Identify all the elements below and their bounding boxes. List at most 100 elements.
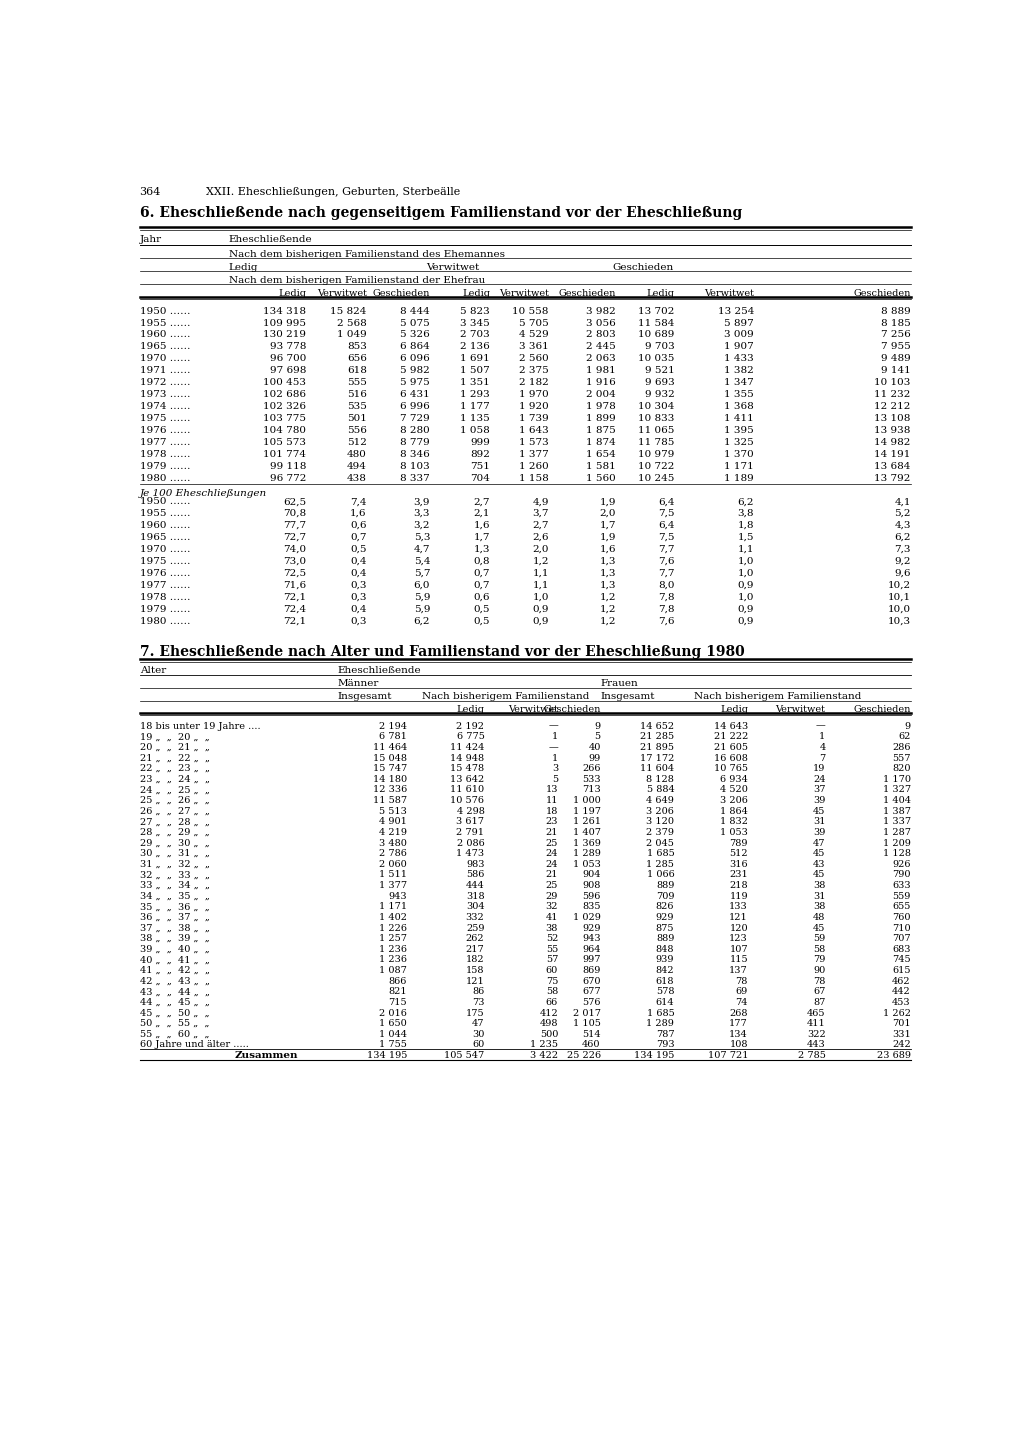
Text: 656: 656: [347, 354, 367, 363]
Text: 7,4: 7,4: [350, 497, 367, 506]
Text: 6 096: 6 096: [400, 354, 430, 363]
Text: 8,0: 8,0: [657, 581, 675, 590]
Text: 7,5: 7,5: [657, 509, 675, 519]
Text: 6 996: 6 996: [400, 402, 430, 410]
Text: 533: 533: [582, 775, 601, 783]
Text: 1977 ……: 1977 ……: [139, 438, 190, 447]
Text: 8 779: 8 779: [400, 438, 430, 447]
Text: 494: 494: [347, 462, 367, 471]
Text: 11: 11: [546, 796, 558, 805]
Text: 45: 45: [813, 923, 825, 932]
Text: 74,0: 74,0: [283, 545, 306, 553]
Text: 1 395: 1 395: [724, 426, 755, 435]
Text: 44 „  „  45 „  „: 44 „ „ 45 „ „: [139, 998, 210, 1007]
Text: 0,6: 0,6: [473, 592, 489, 601]
Text: 512: 512: [729, 850, 748, 858]
Text: 48: 48: [813, 913, 825, 922]
Text: 1 864: 1 864: [720, 806, 748, 815]
Text: 2,0: 2,0: [600, 509, 616, 519]
Text: 1 875: 1 875: [587, 426, 616, 435]
Text: 32: 32: [546, 902, 558, 912]
Text: 0,5: 0,5: [473, 604, 489, 614]
Text: 835: 835: [583, 902, 601, 912]
Text: 3 361: 3 361: [519, 342, 549, 351]
Text: 7,7: 7,7: [657, 569, 675, 578]
Text: 105 547: 105 547: [444, 1051, 484, 1061]
Text: 10 765: 10 765: [714, 764, 748, 773]
Text: 4 298: 4 298: [457, 806, 484, 815]
Text: 1,0: 1,0: [737, 556, 755, 566]
Text: 2 785: 2 785: [798, 1051, 825, 1061]
Text: 21: 21: [546, 828, 558, 837]
Text: XXII. Eheschließungen, Geburten, Sterbeälle: XXII. Eheschließungen, Geburten, Sterbeä…: [206, 188, 460, 198]
Text: 1 981: 1 981: [587, 366, 616, 376]
Text: 231: 231: [729, 870, 748, 880]
Text: 1950 ……: 1950 ……: [139, 497, 190, 506]
Text: 31: 31: [813, 892, 825, 900]
Text: 1 257: 1 257: [379, 933, 407, 944]
Text: 3 345: 3 345: [460, 318, 489, 328]
Text: 47: 47: [813, 838, 825, 848]
Text: 177: 177: [729, 1019, 748, 1029]
Text: 1 029: 1 029: [572, 913, 601, 922]
Text: 1 177: 1 177: [460, 402, 489, 410]
Text: 1 087: 1 087: [379, 967, 407, 975]
Text: 1 158: 1 158: [519, 474, 549, 483]
Text: 90: 90: [813, 967, 825, 975]
Text: 5,2: 5,2: [894, 509, 910, 519]
Text: 8 889: 8 889: [881, 306, 910, 315]
Text: 670: 670: [583, 977, 601, 985]
Text: Ledig: Ledig: [228, 263, 258, 272]
Text: 411: 411: [807, 1019, 825, 1029]
Text: 20 „  „  21 „  „: 20 „ „ 21 „ „: [139, 743, 210, 751]
Text: Nach bisherigem Familienstand: Nach bisherigem Familienstand: [693, 692, 861, 701]
Text: 134 195: 134 195: [634, 1051, 675, 1061]
Text: 10,2: 10,2: [888, 581, 910, 590]
Text: 683: 683: [892, 945, 910, 954]
Text: 37 „  „  38 „  „: 37 „ „ 38 „ „: [139, 923, 210, 932]
Text: 1 755: 1 755: [379, 1040, 407, 1049]
Text: 134: 134: [729, 1030, 748, 1039]
Text: 133: 133: [729, 902, 748, 912]
Text: 105 573: 105 573: [263, 438, 306, 447]
Text: Verwitwet: Verwitwet: [499, 289, 549, 298]
Text: 826: 826: [656, 902, 675, 912]
Text: 5 326: 5 326: [400, 331, 430, 340]
Text: 4,9: 4,9: [532, 497, 549, 506]
Text: 286: 286: [892, 743, 910, 751]
Text: 96 700: 96 700: [270, 354, 306, 363]
Text: 30: 30: [472, 1030, 484, 1039]
Text: 8 103: 8 103: [400, 462, 430, 471]
Text: 259: 259: [466, 923, 484, 932]
Text: 1,6: 1,6: [473, 522, 489, 530]
Text: 1,5: 1,5: [737, 533, 755, 542]
Text: 23: 23: [546, 818, 558, 827]
Text: 1 289: 1 289: [646, 1019, 675, 1029]
Text: 460: 460: [583, 1040, 601, 1049]
Text: 576: 576: [583, 998, 601, 1007]
Text: 6,4: 6,4: [657, 497, 675, 506]
Text: —: —: [816, 721, 825, 731]
Text: 1 407: 1 407: [572, 828, 601, 837]
Text: 9: 9: [904, 721, 910, 731]
Text: 60 Jahre und älter .....: 60 Jahre und älter .....: [139, 1040, 249, 1049]
Text: 1 685: 1 685: [646, 1009, 675, 1017]
Text: 1979 ……: 1979 ……: [139, 604, 190, 614]
Text: 242: 242: [892, 1040, 910, 1049]
Text: 1,8: 1,8: [737, 522, 755, 530]
Text: 1,9: 1,9: [600, 533, 616, 542]
Text: 9 932: 9 932: [645, 390, 675, 399]
Text: 10,1: 10,1: [888, 592, 910, 601]
Text: 5 513: 5 513: [379, 806, 407, 815]
Text: 1 369: 1 369: [572, 838, 601, 848]
Text: 707: 707: [892, 933, 910, 944]
Text: 2 786: 2 786: [379, 850, 407, 858]
Text: 137: 137: [729, 967, 748, 975]
Text: 8 185: 8 185: [881, 318, 910, 328]
Text: 25: 25: [546, 881, 558, 890]
Text: Ledig: Ledig: [720, 705, 748, 714]
Text: 11 604: 11 604: [640, 764, 675, 773]
Text: 73,0: 73,0: [283, 556, 306, 566]
Text: 79: 79: [813, 955, 825, 964]
Text: 72,1: 72,1: [283, 617, 306, 626]
